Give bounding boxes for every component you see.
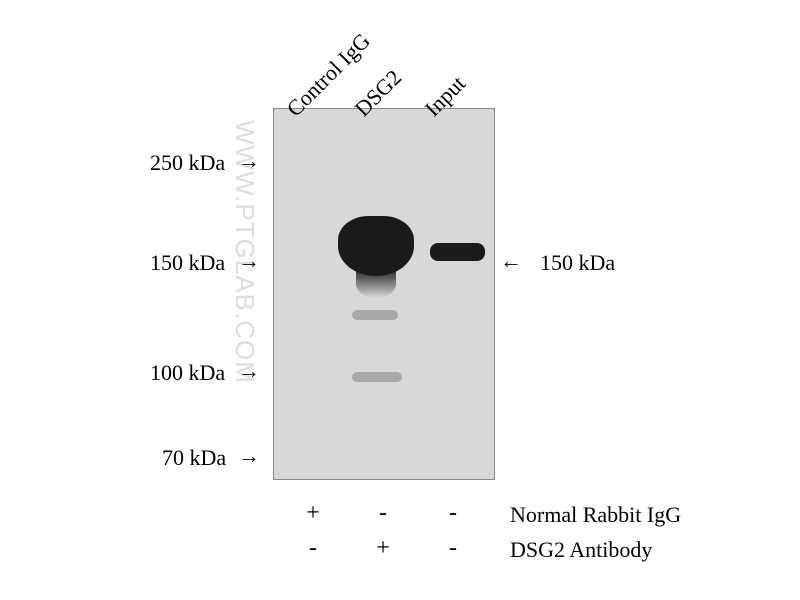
blot-band (338, 216, 414, 276)
mw-arrow-icon: → (238, 148, 260, 174)
mw-arrow-icon: → (238, 358, 260, 384)
mw-label: 100 kDa (150, 360, 225, 386)
figure-container: WWW.PTGLAB.COM Control IgGDSG2Input 250 … (0, 0, 800, 600)
blot-band (352, 310, 398, 320)
result-size-label: 150 kDa (540, 250, 615, 276)
antibody-mark: + (298, 500, 328, 527)
mw-label: 250 kDa (150, 150, 225, 176)
antibody-row-label: Normal Rabbit IgG (510, 502, 681, 528)
mw-label: 150 kDa (150, 250, 225, 276)
antibody-mark: - (438, 535, 468, 562)
mw-arrow-icon: → (238, 443, 260, 469)
antibody-mark: + (368, 535, 398, 562)
blot-band (430, 243, 485, 261)
antibody-mark: - (438, 500, 468, 527)
antibody-mark: - (298, 535, 328, 562)
antibody-row-label: DSG2 Antibody (510, 537, 652, 563)
antibody-mark: - (368, 500, 398, 527)
mw-label: 70 kDa (162, 445, 226, 471)
result-arrow-icon: ← (500, 248, 522, 274)
blot-band (352, 372, 402, 382)
mw-arrow-icon: → (238, 248, 260, 274)
